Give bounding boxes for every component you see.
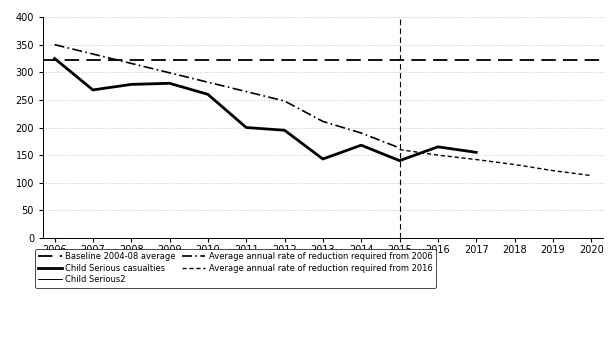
- Legend: Baseline 2004-08 average, Child Serious casualties, Child Serious2, Average annu: Baseline 2004-08 average, Child Serious …: [35, 249, 436, 288]
